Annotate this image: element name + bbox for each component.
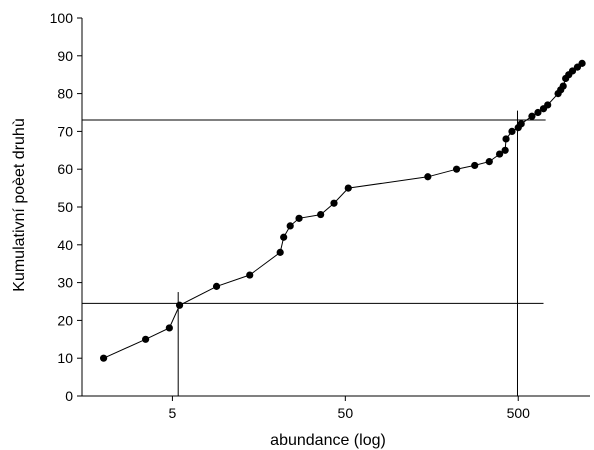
data-point <box>517 120 525 128</box>
x-axis-title: abundance (log) <box>270 432 386 449</box>
data-point <box>452 165 461 173</box>
data-point <box>212 282 221 290</box>
data-point <box>276 248 284 256</box>
series-points-group <box>100 59 586 362</box>
data-point <box>501 146 509 154</box>
y-tick-label: 60 <box>57 161 73 177</box>
y-axis-ticks: 0 10 20 30 40 50 60 70 80 90 100 <box>50 10 82 404</box>
data-point <box>317 210 325 219</box>
y-tick-label: 0 <box>65 388 73 404</box>
reference-lines <box>82 110 546 396</box>
data-point <box>568 67 577 75</box>
data-point <box>485 158 493 166</box>
data-point <box>175 301 184 309</box>
data-point <box>559 82 567 90</box>
data-point <box>502 135 510 143</box>
data-point <box>246 271 254 279</box>
data-point <box>295 214 303 222</box>
y-tick-label: 90 <box>57 48 73 64</box>
y-tick-label: 80 <box>57 86 73 102</box>
series-line-group <box>103 63 583 359</box>
data-point <box>528 112 536 120</box>
data-point <box>142 335 150 343</box>
data-point <box>100 354 108 362</box>
x-tick-label: 50 <box>338 405 354 421</box>
plot-frame <box>81 18 590 397</box>
y-tick-label: 20 <box>57 312 73 328</box>
y-tick-label: 50 <box>57 199 73 215</box>
x-tick-label: 500 <box>507 405 531 421</box>
data-point <box>534 108 542 117</box>
data-point <box>471 161 479 170</box>
data-point <box>280 233 288 241</box>
x-tick-label: 5 <box>169 405 177 421</box>
y-axis-title: Kumulativní poèet druhù <box>11 118 28 291</box>
x-axis-ticks: 5 50 500 <box>169 396 531 421</box>
data-point <box>495 150 504 158</box>
y-tick-label: 100 <box>50 10 74 26</box>
y-tick-label: 40 <box>57 237 73 253</box>
data-point <box>424 173 432 181</box>
data-point <box>330 199 338 207</box>
data-point <box>344 184 352 192</box>
data-point <box>578 59 586 67</box>
y-tick-label: 70 <box>57 123 73 139</box>
y-tick-label: 10 <box>57 350 73 366</box>
data-point <box>508 127 516 135</box>
series-line <box>103 63 583 359</box>
data-point <box>165 324 173 332</box>
data-point <box>544 101 552 109</box>
data-point <box>286 222 294 230</box>
y-tick-label: 30 <box>57 275 73 291</box>
